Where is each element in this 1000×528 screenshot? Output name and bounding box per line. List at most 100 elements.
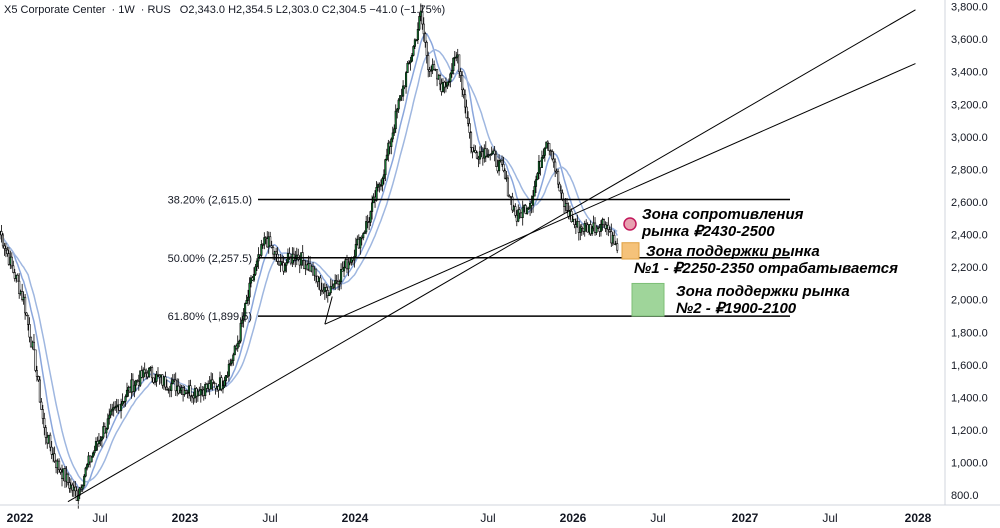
candle-body xyxy=(554,161,557,172)
candle-body xyxy=(495,153,498,167)
candle-body xyxy=(49,434,52,448)
fib-label: 61.80% (1,899.5) xyxy=(168,311,252,323)
x-axis: 2022 Jul 2023 Jul 2024 Jul 2026 Jul 2027 Jul 2028 xyxy=(0,504,1000,525)
candle-body xyxy=(283,264,287,272)
candle-body xyxy=(359,236,362,249)
candle-body xyxy=(214,382,217,389)
candle-body xyxy=(430,69,433,72)
candle-body xyxy=(43,418,46,428)
candle-body xyxy=(421,10,424,25)
candle-body xyxy=(379,184,383,187)
candle-body xyxy=(464,94,467,108)
candle-body xyxy=(272,247,275,255)
interval[interactable]: 1W xyxy=(118,4,135,16)
candle-body xyxy=(608,229,611,232)
candle-body xyxy=(165,386,168,390)
candle-body xyxy=(521,207,524,218)
candle-body xyxy=(425,42,428,56)
candle-body xyxy=(382,174,385,179)
candle-body xyxy=(474,150,477,153)
candle-body xyxy=(397,99,400,110)
y-tick-label: 1,000.0 xyxy=(951,458,988,470)
candle-body xyxy=(580,226,583,229)
candle-body xyxy=(230,360,233,364)
candle-body xyxy=(585,223,588,226)
candle-body xyxy=(455,56,458,59)
candle-body xyxy=(164,376,167,388)
candle-body xyxy=(124,396,127,402)
candle-body xyxy=(247,296,250,301)
candle-body xyxy=(399,95,402,101)
candle-body xyxy=(557,170,560,185)
candle-body xyxy=(381,178,384,186)
candle-body xyxy=(244,303,247,317)
candle-body xyxy=(139,370,142,386)
candle-body xyxy=(418,16,421,30)
candle-body xyxy=(329,285,332,294)
candle-body xyxy=(16,274,19,282)
candle-body xyxy=(108,414,111,420)
x-tick-label: Jul xyxy=(822,511,837,525)
candle-body xyxy=(565,203,569,211)
candle-body xyxy=(363,231,366,234)
candle-body xyxy=(385,154,388,160)
candle-body xyxy=(263,237,266,246)
candle-body xyxy=(410,55,414,62)
candle-body xyxy=(583,223,586,232)
candle-body xyxy=(573,218,576,225)
support-zone-2-line2: №2 - ₽1900-2100 xyxy=(676,300,797,317)
candle-body xyxy=(264,237,267,240)
candle-body xyxy=(270,245,273,248)
candle-body xyxy=(391,132,394,140)
candle-body xyxy=(153,381,157,383)
fib-label: 38.20% (2,615.0) xyxy=(168,195,252,207)
x-tick-label: 2026 xyxy=(560,511,587,525)
candle-body xyxy=(255,260,258,268)
candle-body xyxy=(143,369,146,374)
candle-body xyxy=(325,287,328,291)
candle-body xyxy=(570,210,573,223)
candle-body xyxy=(121,401,124,405)
candle-body xyxy=(134,380,137,386)
candle-body xyxy=(21,291,24,300)
candle-body xyxy=(543,147,546,156)
y-tick-label: 3,600.0 xyxy=(951,34,988,46)
candle-body xyxy=(365,221,368,233)
candle-body xyxy=(500,159,504,165)
candle-body xyxy=(549,150,552,152)
candle-body xyxy=(424,33,427,43)
candle-body xyxy=(1,234,5,247)
candle-body xyxy=(224,375,227,381)
x-tick-label: 2022 xyxy=(7,511,34,525)
zones xyxy=(621,217,665,317)
y-tick-label: 3,000.0 xyxy=(951,132,988,144)
candle-body xyxy=(433,64,436,70)
candle-body xyxy=(595,226,598,233)
symbol-name: X5 Corporate Center xyxy=(4,4,106,16)
candle-body xyxy=(4,248,7,251)
candle-body xyxy=(375,187,378,201)
candle-body xyxy=(25,312,28,316)
x-tick-label: Jul xyxy=(262,511,277,525)
candle-body xyxy=(177,385,180,394)
candle-body xyxy=(561,192,564,200)
candle-body xyxy=(406,62,409,73)
candle-body xyxy=(105,428,108,434)
candle-body xyxy=(24,296,27,314)
candle-body xyxy=(122,401,126,403)
candle-body xyxy=(86,464,89,469)
candle-body xyxy=(415,39,418,42)
candle-body xyxy=(66,473,69,483)
candle-body xyxy=(241,319,244,324)
candle-body xyxy=(254,266,257,275)
candle-body xyxy=(186,392,189,394)
candle-body xyxy=(155,373,158,382)
y-tick-label: 2,000.0 xyxy=(951,295,988,307)
y-axis: 800.0 1,000.0 1,200.0 1,400.0 1,600.0 1,800.0… xyxy=(944,0,988,505)
candle-body xyxy=(596,226,600,229)
x-tick-label: Jul xyxy=(92,511,107,525)
candle-body xyxy=(211,379,214,383)
candle-body xyxy=(38,379,41,403)
candle-body xyxy=(334,280,337,285)
